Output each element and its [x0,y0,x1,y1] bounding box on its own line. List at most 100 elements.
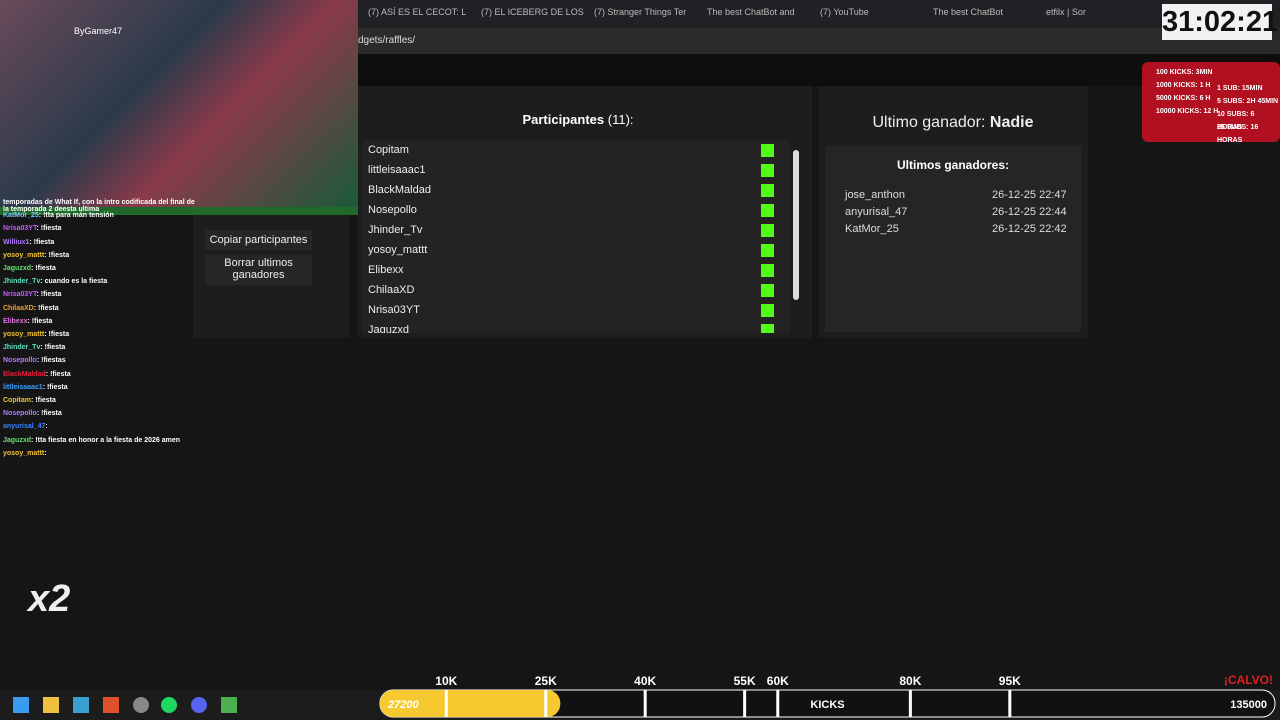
chat-message: yosoy_mattt: !fiesta [3,252,69,259]
chat-text: : [44,449,47,457]
chat-user: yosoy_mattt [3,331,45,338]
chat-user: Jhinder_Tv [3,278,41,286]
milestone-label: 60K [767,674,789,688]
address-bar: dgets/raffles/ [358,28,1280,54]
app-icon[interactable] [73,697,89,713]
browser-tab[interactable]: (7) EL ICEBERG DE LOS [481,7,584,17]
obs-icon[interactable] [133,697,149,713]
start-icon[interactable] [13,697,29,713]
chat-text: : !fiestas [36,357,66,365]
chat-user: Copitam [3,397,31,404]
chat-message: littleisaaac1: !fiesta [3,384,68,391]
chat-user: Nrisa03YT [3,291,37,299]
title: Participantes [522,112,605,127]
winner-name: anyurisal_47 [845,206,908,218]
chat-message: Elibexx: !fiesta [3,318,52,325]
chat-text: : !tta fiesta en honor a la fiesta de 20… [31,436,181,444]
participant: ChilaaXD [368,284,415,296]
chat-message: KatMor_25: !tta para mán tensión [3,212,114,219]
browser-tab[interactable]: The best ChatBot [933,7,1004,17]
kick-goal: 5000 KICKS: 6 H [1156,95,1211,102]
chat-text: temporadas de What If, con la intro codi… [3,199,195,213]
chat-message: Copitam: !fiesta [3,397,56,404]
milestone-label: 40K [634,674,656,688]
chat-user: ChilaaXD [3,304,34,312]
chat-message: yosoy_mattt: !fiesta [3,331,69,338]
chat-text: : !tta para mán tensión [38,212,114,220]
participant: littleisaaac1 [368,164,426,176]
kick-icon [761,324,774,333]
chat-message: temporadas de What If, con la intro codi… [3,199,198,213]
site-header [358,54,1280,86]
chat-user: Jaguzxd [3,265,32,272]
kick-progress: 10K 25K 40K 55K 60K 80K 95K 27200 KICKS 135000 ¡CA… [379,673,1276,718]
chat-text: : !fiesta [44,251,70,259]
participant: Elibexx [368,264,404,276]
kick-goal: 1000 KICKS: 1 H [1156,82,1211,89]
chat-user: Elibexx [3,317,28,325]
winner-name: jose_anthon [845,189,905,201]
winner-date: 26-12-25 22:42 [992,223,1067,235]
chat-user: Nosepollo [3,357,37,365]
winner-date: 26-12-25 22:47 [992,189,1067,201]
chat-user: Jaguzxd [3,436,32,444]
participant: Jaguzxd [368,324,409,333]
clear-button[interactable]: Borrar ultimos ganadores [205,255,312,285]
chat-message: Nrisa03YT: !fiesta [3,225,61,232]
kick-goal: 100 KICKS: 3MIN [1156,69,1213,76]
kick-icon [761,164,774,177]
kick-icon [761,264,774,277]
chat-message: BlackMaldad: !fiesta [3,371,71,378]
browser-tab[interactable]: etfilx | Sor [1046,7,1086,17]
chat-message: Williux1: !fiesta [3,239,54,246]
minecraft-icon[interactable] [221,697,237,713]
browser-tab[interactable]: (7) Stranger Things Ter [594,7,687,17]
bar-label: KICKS [810,699,844,711]
chat-message: Jaguzxd: !fiesta [3,265,56,272]
chat-text: : !fiesta [31,265,56,272]
winner-date: 26-12-25 22:44 [992,206,1067,218]
milestone-label: 10K [435,674,457,688]
sub-goal: 1 SUB: 15MIN [1217,85,1263,92]
chat-text: : !fiesta [36,225,62,233]
winners-title: Ultimos ganadores: [896,158,1010,172]
chat-user: yosoy_mattt [3,251,45,259]
kick-icon [761,304,774,317]
copy-button[interactable]: Copiar participantes [205,230,312,250]
current-value: 27200 [387,699,419,711]
files-icon[interactable] [43,697,59,713]
kick-icon [761,284,774,297]
sub-goal: 5 SUBS: 2H 45MIN [1217,98,1279,105]
webcam-tag: ByGamer47 [74,26,123,36]
chat-message: ChilaaXD: !fiesta [3,305,59,312]
participant: Copitam [368,144,409,156]
multiplier: x2 [28,578,71,620]
chat-message: Nosepollo: !fiestas [3,357,66,364]
chat-user: yosoy_mattt [3,449,45,457]
chat-user: BlackMaldad [3,370,46,378]
milestone-label: 95K [999,674,1021,688]
brave-icon[interactable] [103,697,119,713]
chat-text: : !fiesta [40,344,66,352]
participant: Nosepollo [368,204,417,216]
chat-user: Jhinder_Tv [3,344,41,352]
chat-text: : !fiesta [33,304,59,312]
winner-name: KatMor_25 [845,223,899,235]
participant: yosoy_mattt [368,244,428,256]
browser-tab[interactable]: The best ChatBot and [707,7,795,17]
goals: 100 KICKS: 3MIN 1000 KICKS: 1 H 5000 KICKS… [1142,62,1280,144]
browser-tab[interactable]: (7) YouTube [820,7,869,17]
chat-text: : !fiesta [36,410,62,418]
url[interactable]: dgets/raffles/ [358,35,416,46]
chat-user: KatMor_25 [3,212,39,220]
browser-tab[interactable]: (7) ASÍ ES EL CECOT: L [368,7,467,17]
chat-message: Nosepollo: !fiesta [3,410,62,417]
chat-text: : !fiesta [31,397,56,404]
chat-text: : !fiesta [45,370,71,378]
milestone-label: 25K [535,674,557,688]
list-bg: Copitam littleisaaac1 BlackMaldad Nosepollo… [362,140,790,333]
spotify-icon[interactable] [161,697,177,713]
discord-icon[interactable] [191,697,207,713]
alert: ¡CALVO! [1224,673,1273,687]
